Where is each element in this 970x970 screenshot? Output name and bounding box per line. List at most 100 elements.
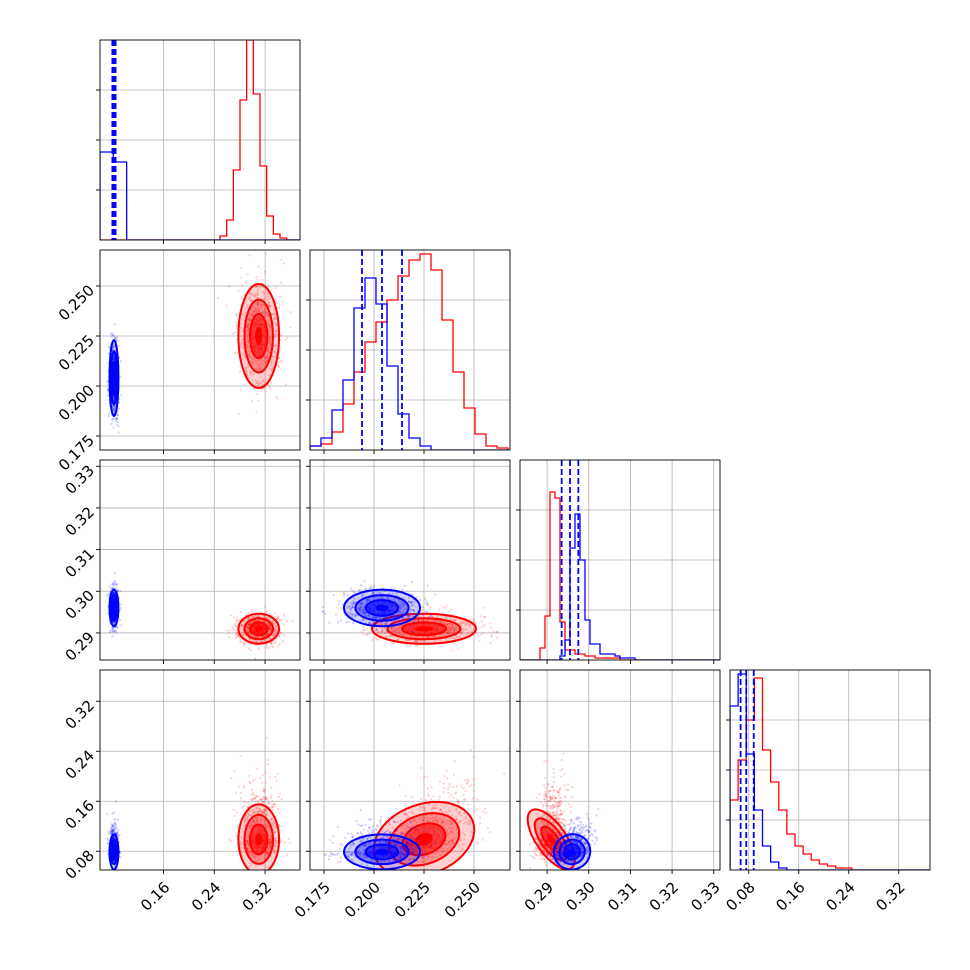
scatter-point	[263, 634, 266, 637]
scatter-point	[249, 849, 253, 853]
scatter-point	[276, 397, 279, 400]
scatter-point	[357, 606, 360, 609]
scatter-point	[268, 623, 271, 626]
scatter-point	[236, 635, 239, 638]
scatter-point	[244, 311, 247, 314]
scatter-point	[245, 842, 248, 846]
scatter-point	[449, 627, 453, 630]
scatter-point	[249, 821, 252, 825]
scatter-point	[253, 615, 256, 619]
scatter-point	[278, 634, 281, 637]
scatter-point	[246, 812, 250, 815]
contour-line	[386, 617, 462, 641]
pair-panel-p1-p2	[96, 249, 301, 454]
scatter-point	[408, 615, 411, 618]
scatter-point	[368, 615, 371, 618]
scatter-point	[263, 309, 266, 312]
scatter-point	[256, 302, 260, 305]
scatter-point	[372, 586, 375, 590]
scatter-point	[118, 401, 121, 404]
scatter-point	[112, 409, 116, 412]
scatter-point	[268, 617, 271, 620]
scatter-point	[256, 305, 260, 308]
scatter-point	[267, 623, 270, 627]
scatter-point	[248, 317, 252, 320]
scatter-point	[361, 609, 364, 612]
scatter-point	[277, 365, 280, 368]
scatter-point	[116, 414, 119, 417]
scatter-point	[266, 298, 269, 301]
scatter-point	[258, 382, 261, 386]
scatter-point	[244, 817, 248, 821]
scatter-point	[254, 285, 258, 289]
scatter-point	[240, 341, 243, 344]
scatter-point	[261, 303, 265, 306]
scatter-point	[367, 632, 371, 635]
scatter-point	[243, 314, 246, 318]
scatter-point	[268, 305, 271, 308]
scatter-point	[444, 623, 447, 626]
scatter-point	[368, 586, 371, 590]
scatter-point	[350, 604, 353, 607]
scatter-point	[257, 615, 260, 618]
scatter-point	[256, 817, 259, 820]
scatter-point	[262, 819, 266, 822]
scatter-point	[394, 615, 397, 619]
scatter-point	[113, 358, 116, 362]
contour-line	[243, 617, 274, 641]
scatter-point	[365, 614, 368, 617]
contour-line	[108, 588, 120, 628]
scatter-point	[394, 629, 398, 632]
scatter-point	[450, 632, 453, 635]
scatter-point	[407, 615, 410, 618]
scatter-point	[405, 614, 409, 617]
density-fill	[113, 371, 115, 385]
scatter-point	[409, 601, 413, 604]
scatter-point	[246, 805, 249, 808]
scatter-point	[268, 842, 271, 846]
scatter-point	[252, 619, 255, 622]
scatter-point	[396, 602, 399, 605]
scatter-point	[246, 625, 249, 628]
scatter-point	[253, 635, 257, 639]
scatter-point	[242, 824, 246, 827]
scatter-point	[273, 849, 276, 852]
scatter-point	[394, 594, 398, 597]
scatter-point	[241, 342, 244, 345]
scatter-point	[249, 308, 252, 311]
scatter-point	[274, 632, 277, 635]
scatter-point	[261, 619, 264, 622]
scatter-point	[263, 798, 266, 801]
scatter-point	[398, 626, 401, 630]
scatter-point	[281, 360, 284, 364]
scatter-point	[391, 628, 394, 631]
scatter-point	[388, 634, 392, 637]
pair-panel-p1-p2-frame	[99, 249, 301, 451]
pair-panel-p1-p4	[96, 669, 301, 874]
scatter-point	[263, 853, 266, 856]
scatter-point	[275, 324, 279, 327]
contour-line	[237, 612, 281, 645]
scatter-point	[247, 319, 250, 322]
scatter-point	[490, 626, 493, 629]
scatter-point	[235, 324, 238, 327]
scatter-point	[444, 637, 447, 641]
scatter-point	[266, 759, 269, 762]
scatter-point	[417, 616, 420, 619]
scatter-point	[258, 619, 261, 622]
scatter-point	[403, 584, 407, 587]
scatter-point	[256, 303, 259, 306]
scatter-point	[233, 331, 236, 335]
scatter-point	[250, 399, 254, 403]
scatter-point	[359, 607, 362, 610]
scatter-point	[273, 823, 277, 826]
scatter-point	[400, 612, 403, 615]
scatter-point	[461, 621, 464, 624]
scatter-point	[114, 580, 117, 584]
scatter-point	[268, 342, 271, 345]
scatter-point	[111, 348, 114, 351]
scatter-point	[270, 644, 274, 647]
scatter-point	[241, 283, 244, 287]
scatter-point	[258, 309, 261, 313]
scatter-point	[406, 639, 409, 642]
